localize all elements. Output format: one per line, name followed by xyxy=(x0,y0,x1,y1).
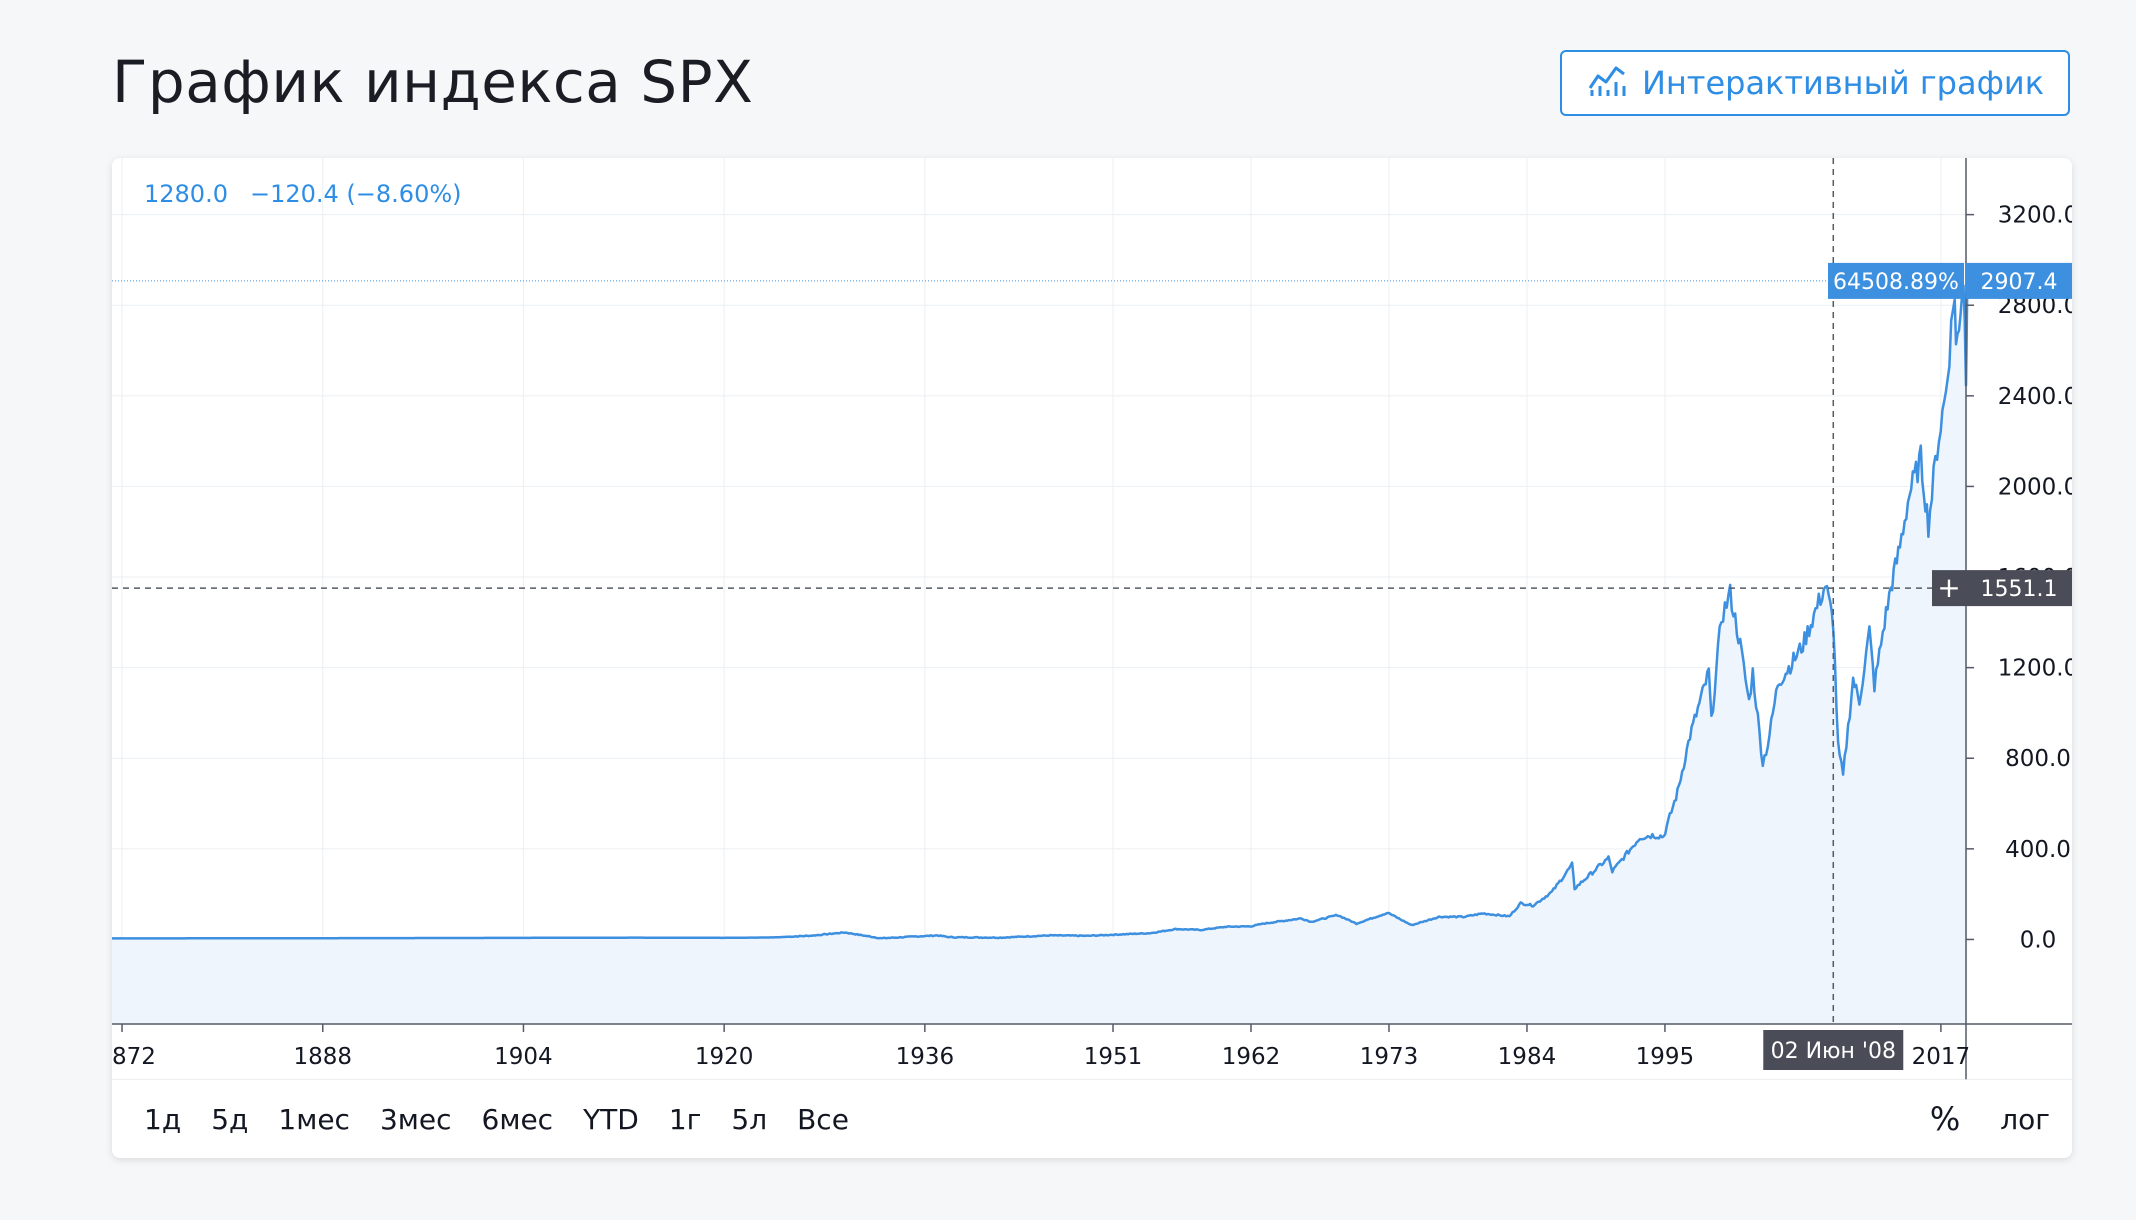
range-button-3m[interactable]: 3мес xyxy=(379,1102,452,1136)
last-percent-label: 64508.89% xyxy=(1833,270,1959,295)
x-tick-label: 1984 xyxy=(1498,1044,1557,1070)
y-tick-label: 1200.0 xyxy=(1998,656,2072,682)
crosshair-date-label: 02 Июн '08 xyxy=(1771,1039,1896,1064)
x-tick-label: 1920 xyxy=(695,1044,754,1070)
legend-change: −120.4 (−8.60%) xyxy=(249,180,462,208)
range-toolbar: 1д 5д 1мес 3мес 6мес YTD 1г 5л Все % лог xyxy=(112,1080,2072,1158)
x-tick-label: 1888 xyxy=(293,1044,352,1070)
percent-scale-toggle[interactable]: % xyxy=(1929,1100,1961,1138)
x-tick-label: 1962 xyxy=(1222,1044,1281,1070)
log-scale-toggle[interactable]: лог xyxy=(2000,1102,2050,1136)
last-price-label-bg xyxy=(1966,262,2072,299)
legend-readout: 1280.0 −120.4 (−8.60%) xyxy=(144,180,462,208)
y-tick-label: 0.0 xyxy=(2020,927,2057,953)
y-tick-label: 800.0 xyxy=(2005,746,2071,772)
x-tick-label: 1973 xyxy=(1360,1044,1419,1070)
range-button-ytd[interactable]: YTD xyxy=(583,1102,639,1136)
chart-card[interactable]: 3200.02800.02400.02000.01600.01200.0800.… xyxy=(112,158,2072,1158)
x-tick-label: 1995 xyxy=(1636,1044,1695,1070)
x-tick-label: 1904 xyxy=(494,1044,553,1070)
crosshair-price-label-bg xyxy=(1932,570,2072,607)
last-price-label: 2907.4 xyxy=(1981,270,2058,295)
crosshair-date-label-bg xyxy=(1763,1030,1904,1070)
y-tick-label: 3200.0 xyxy=(1998,203,2072,229)
range-button-6m[interactable]: 6мес xyxy=(481,1102,554,1136)
range-button-5y[interactable]: 5л xyxy=(731,1102,768,1136)
interactive-chart-label: Интерактивный график xyxy=(1641,64,2045,102)
last-percent-label-bg xyxy=(1828,262,1964,299)
range-button-all[interactable]: Все xyxy=(797,1102,849,1136)
x-tick-label: 872 xyxy=(112,1044,156,1070)
price-line xyxy=(112,280,1969,940)
range-button-1d[interactable]: 1д xyxy=(144,1102,182,1136)
line-chart-icon xyxy=(1586,58,1628,108)
y-tick-label: 2000.0 xyxy=(1998,474,2072,500)
x-tick-label: 2017 xyxy=(1912,1044,1971,1070)
price-chart[interactable]: 3200.02800.02400.02000.01600.01200.0800.… xyxy=(112,158,2072,1080)
range-button-1y[interactable]: 1г xyxy=(668,1102,702,1136)
x-tick-label: 1951 xyxy=(1084,1044,1143,1070)
x-tick-label: 1936 xyxy=(896,1044,955,1070)
legend-value: 1280.0 xyxy=(144,180,228,208)
scale-toggles: % лог xyxy=(1930,1080,2050,1158)
price-area-fill xyxy=(112,280,1968,1024)
y-tick-label: 400.0 xyxy=(2005,837,2071,863)
y-tick-label: 2400.0 xyxy=(1998,384,2072,410)
crosshair-plus-icon: + xyxy=(1937,571,1960,604)
interactive-chart-button[interactable]: Интерактивный график xyxy=(1560,50,2070,116)
crosshair-price-label: 1551.1 xyxy=(1981,577,2058,602)
range-button-5d[interactable]: 5д xyxy=(211,1102,249,1136)
range-button-1m[interactable]: 1мес xyxy=(278,1102,350,1136)
page-title: График индекса SPX xyxy=(112,48,754,116)
